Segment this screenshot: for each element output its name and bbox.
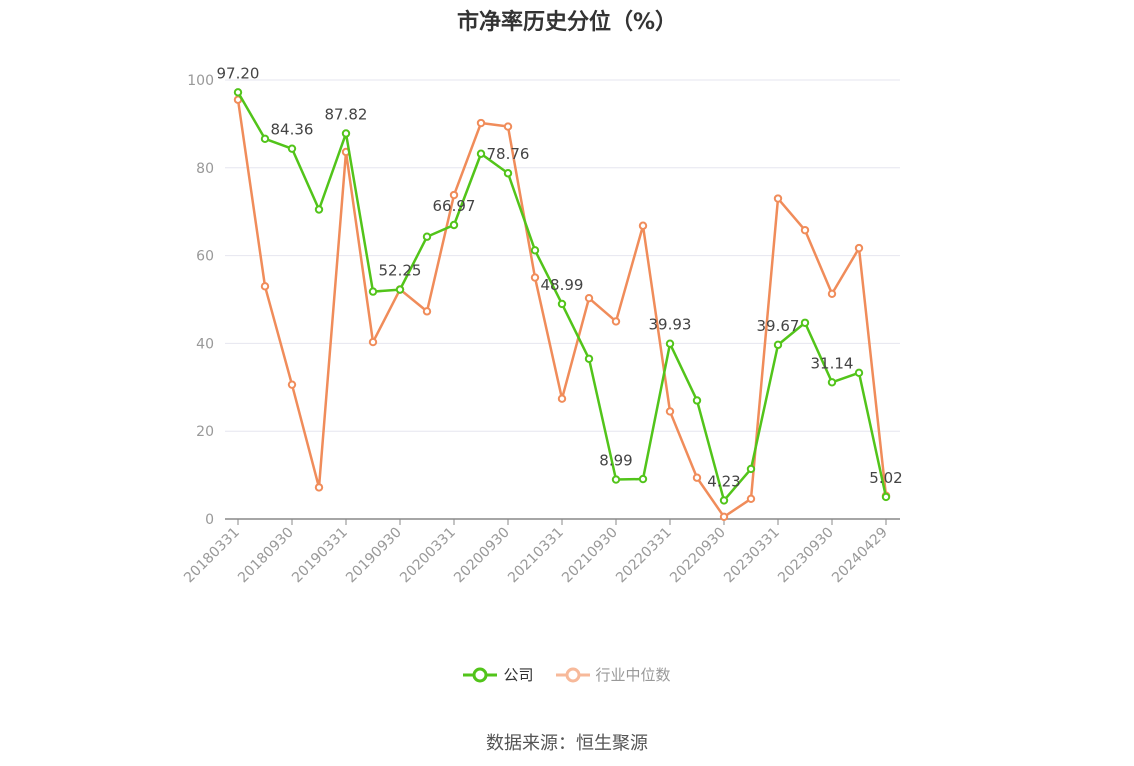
x-tick-label: 20230930 (775, 525, 837, 587)
x-tick-label: 20190331 (289, 525, 351, 587)
x-tick-label: 20230331 (721, 525, 783, 587)
data-label: 87.82 (325, 105, 368, 123)
data-point (449, 220, 459, 230)
data-point (638, 474, 648, 484)
data-label: 48.99 (541, 276, 584, 294)
data-point (503, 169, 513, 178)
data-label: 97.20 (217, 64, 260, 82)
data-point (449, 190, 459, 200)
data-point (233, 88, 243, 97)
data-label: 78.76 (487, 145, 530, 163)
x-tick-label: 20220930 (667, 525, 729, 587)
data-point (854, 368, 864, 378)
data-label: 66.97 (433, 197, 476, 215)
x-tick-label: 20200930 (451, 525, 513, 587)
data-point (422, 232, 432, 241)
legend: 公司 行业中位数 (0, 664, 1134, 685)
data-point (746, 494, 756, 504)
data-point (341, 129, 351, 138)
data-point (557, 394, 567, 403)
data-label: 39.67 (757, 317, 800, 335)
data-point (719, 496, 729, 505)
data-point (314, 205, 324, 214)
data-point (800, 318, 810, 327)
data-label: 84.36 (271, 121, 314, 139)
data-point (827, 289, 837, 298)
data-point (719, 512, 729, 522)
data-label: 39.93 (649, 316, 692, 334)
data-label: 5.02 (869, 469, 902, 487)
data-point (665, 407, 675, 416)
data-labels: 97.20 84.36 87.82 52.25 66.97 78.76 48.99 8.99 3… (217, 64, 903, 490)
y-tick-label: 80 (196, 161, 214, 177)
x-tick-label: 20190930 (343, 525, 405, 587)
data-point (260, 282, 270, 291)
data-point (800, 225, 810, 235)
data-point (287, 144, 297, 153)
y-tick-label: 60 (196, 249, 214, 265)
data-point (611, 475, 621, 484)
legend-marker-company-icon (463, 667, 498, 682)
x-tick-label: 20220331 (613, 525, 675, 587)
x-tick-label: 20180331 (181, 525, 243, 587)
y-tick-label: 100 (187, 73, 214, 89)
data-point (584, 354, 594, 363)
data-point (395, 285, 405, 294)
x-tick-label: 20200331 (397, 525, 459, 587)
data-point (584, 293, 594, 303)
data-point (854, 243, 864, 253)
series-lines (233, 88, 891, 522)
legend-item-industry-median[interactable]: 行业中位数 (555, 664, 671, 685)
data-point (476, 149, 486, 158)
data-point (773, 340, 783, 350)
data-label: 52.25 (379, 262, 422, 280)
y-tick-label: 40 (196, 336, 214, 352)
data-point (827, 378, 837, 387)
data-label: 4.23 (707, 472, 740, 490)
data-point (314, 483, 324, 492)
legend-label-industry-median: 行业中位数 (595, 666, 671, 684)
data-point (773, 194, 783, 203)
legend-marker-industry-icon (555, 667, 590, 682)
x-tick-label: 20210930 (559, 525, 621, 587)
source-note: 数据来源：恒生聚源 (486, 733, 648, 754)
data-point (692, 396, 702, 405)
data-point (557, 299, 567, 309)
y-tick-label: 20 (196, 424, 214, 440)
data-point (746, 464, 756, 474)
data-point (611, 317, 621, 326)
data-point (530, 273, 540, 282)
legend-label-company: 公司 (503, 666, 534, 684)
data-label: 8.99 (599, 452, 632, 470)
data-point (881, 492, 891, 502)
data-point (368, 337, 378, 347)
x-tick-label: 20180930 (235, 525, 297, 587)
data-point (503, 122, 513, 131)
data-point (260, 134, 270, 144)
data-point (368, 287, 378, 296)
legend-item-company[interactable]: 公司 (463, 664, 534, 685)
y-tick-label: 0 (205, 512, 214, 528)
data-label: 31.14 (811, 354, 854, 372)
data-point (422, 307, 432, 316)
x-tick-label: 20210331 (505, 525, 567, 587)
grid-lines (225, 79, 900, 432)
data-point (530, 246, 540, 255)
data-point (692, 473, 702, 482)
chart-title: 市净率历史分位（%） (456, 10, 678, 35)
data-point (665, 339, 675, 348)
x-tick-label: 20240429 (829, 525, 891, 587)
data-point (287, 380, 297, 389)
data-point (476, 118, 486, 128)
data-point (638, 221, 648, 230)
